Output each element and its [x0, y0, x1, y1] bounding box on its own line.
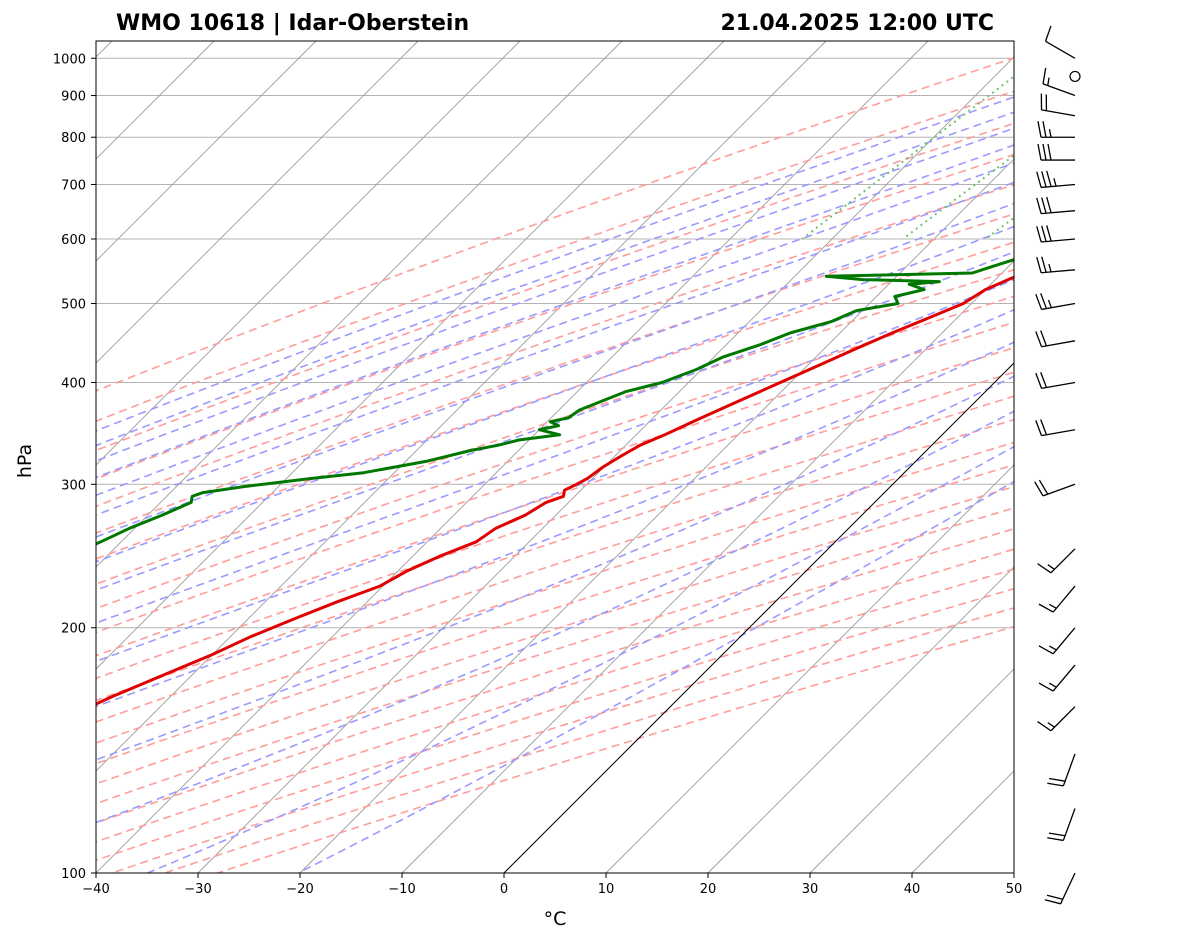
wind-barb — [1035, 330, 1076, 348]
wind-barb — [1037, 706, 1076, 732]
dry-adiabat-140 — [96, 507, 1014, 805]
wind-barb — [1036, 225, 1076, 243]
wind-barb — [1036, 256, 1076, 274]
dry-adiabat-0 — [96, 153, 1014, 480]
wind-barb — [1036, 196, 1076, 215]
wind-barb — [1035, 293, 1076, 311]
y-tick-label: 1000 — [53, 52, 86, 67]
y-tick-label: 400 — [61, 376, 86, 391]
moist-adiabat-16 — [96, 250, 1014, 592]
x-axis-ticks: −40 −30 −20 −10 0 10 20 30 40 50 — [82, 873, 1022, 897]
moist-adiabat-12 — [96, 225, 1014, 563]
x-tick-label: −10 — [388, 882, 415, 897]
wind-barb — [1044, 872, 1076, 905]
dry-adiabat-130 — [96, 485, 1014, 785]
dewpoint-line — [96, 258, 1014, 546]
y-tick-label: 600 — [61, 233, 86, 248]
wind-barb — [1047, 808, 1076, 842]
y-tick-label: 300 — [61, 478, 86, 493]
isotherm--60 — [96, 41, 725, 670]
dry-adiabat--10 — [96, 122, 1014, 452]
y-tick-label: 100 — [61, 867, 86, 882]
wind-barb — [1044, 25, 1076, 59]
x-tick-label: 50 — [1006, 882, 1023, 897]
y-tick-label: 200 — [61, 622, 86, 637]
isobar-gridlines — [96, 57, 1014, 873]
wind-barb — [1042, 67, 1076, 97]
dry-adiabats — [96, 57, 1014, 873]
y-tick-label: 700 — [61, 178, 86, 193]
moist-adiabat-20 — [96, 278, 1014, 624]
wind-barb — [1035, 372, 1076, 390]
y-tick-label: 800 — [61, 131, 86, 146]
wind-barb — [1047, 753, 1076, 787]
x-axis-label: °C — [544, 908, 567, 930]
wind-barb — [1038, 585, 1076, 613]
moist-adiabat-4 — [96, 181, 1014, 516]
isotherm--10 — [401, 260, 1014, 873]
isotherm-10 — [605, 464, 1014, 873]
dry-adiabat-120 — [96, 463, 1014, 765]
x-tick-label: 40 — [904, 882, 921, 897]
dry-adiabat-150 — [96, 527, 1014, 824]
isotherm--50 — [96, 41, 827, 772]
dry-adiabat-10 — [96, 183, 1014, 508]
zero-isotherm — [503, 362, 1014, 873]
x-tick-label: 10 — [598, 882, 615, 897]
isotherm-0 — [503, 362, 1014, 873]
plot-area — [96, 41, 1014, 873]
x-tick-label: −30 — [184, 882, 211, 897]
x-tick-label: −40 — [82, 882, 109, 897]
wind-barb — [1037, 121, 1075, 138]
isotherm-20 — [707, 566, 1014, 873]
wind-barb — [1035, 419, 1076, 437]
plot-frame — [95, 40, 1015, 874]
dry-adiabat-40 — [96, 268, 1014, 585]
dry-adiabat--30 — [96, 57, 1014, 392]
chart-title-left: WMO 10618 | Idar-Oberstein — [116, 11, 469, 36]
dry-adiabat-60 — [96, 321, 1014, 634]
wind-barb — [1037, 548, 1076, 574]
x-tick-label: −20 — [286, 882, 313, 897]
dry-adiabat--20 — [96, 90, 1014, 423]
x-tick-label: 30 — [802, 882, 819, 897]
x-tick-label: 20 — [700, 882, 717, 897]
wind-barb — [1038, 664, 1076, 692]
chart-title-right: 21.04.2025 12:00 UTC — [720, 11, 994, 36]
isotherm--90 — [96, 41, 419, 364]
temperature-line — [96, 275, 1014, 706]
wind-barb — [1037, 143, 1075, 161]
isotherm-30 — [809, 668, 1014, 873]
wind-barb — [1038, 627, 1076, 655]
x-tick-label: 0 — [500, 882, 508, 897]
wind-barb — [1034, 479, 1076, 497]
dry-adiabat-80 — [96, 371, 1014, 680]
isotherm--40 — [96, 41, 929, 873]
isotherm--100 — [96, 41, 317, 262]
isotherm--70 — [96, 41, 623, 568]
wind-barb — [1040, 93, 1076, 117]
moist-adiabats — [96, 96, 1014, 873]
moist-adiabat--4 — [96, 144, 1014, 479]
moist-adiabat-0 — [96, 162, 1014, 497]
moist-adiabat--16 — [96, 96, 1014, 432]
y-axis-ticks: 1000 900 800 700 600 500 400 300 200 100 — [53, 52, 96, 882]
isotherm--20 — [299, 158, 1014, 873]
y-axis-label: hPa — [14, 444, 36, 478]
isotherm--30 — [197, 56, 1014, 873]
wind-barb — [1069, 70, 1081, 83]
y-tick-label: 900 — [61, 90, 86, 105]
y-tick-label: 500 — [61, 298, 86, 313]
moist-adiabat--12 — [96, 111, 1014, 447]
dry-adiabat-100 — [96, 418, 1014, 723]
wind-barb — [1036, 170, 1076, 189]
wind-barbs — [1034, 25, 1081, 905]
